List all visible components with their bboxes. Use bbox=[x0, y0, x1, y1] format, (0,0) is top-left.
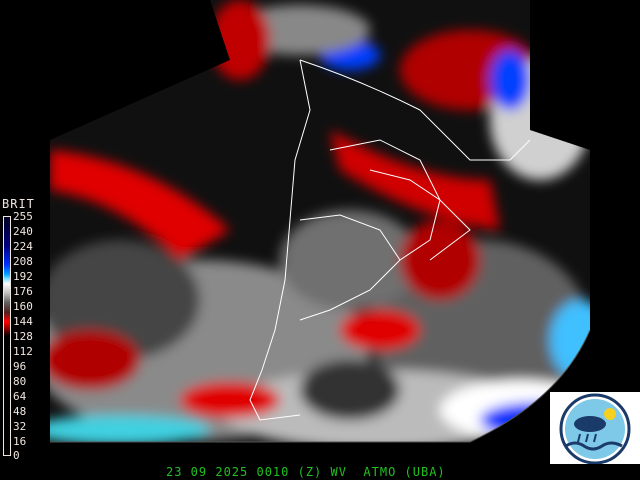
country-borders bbox=[249, 59, 531, 421]
colorbar-tick: 144 bbox=[13, 315, 33, 328]
weather-logo-icon bbox=[559, 393, 631, 465]
colorbar-tick: 176 bbox=[13, 285, 33, 298]
colorbar-tick: 128 bbox=[13, 330, 33, 343]
colorbar-tick: 255 bbox=[13, 210, 33, 223]
colorbar-title: BRIT bbox=[2, 197, 35, 211]
colorbar-tick: 0 bbox=[13, 449, 20, 462]
colorbar-tick: 32 bbox=[13, 420, 27, 433]
colorbar-tick: 96 bbox=[13, 360, 27, 373]
colorbar-tick: 160 bbox=[13, 300, 33, 313]
colorbar-tick: 240 bbox=[13, 225, 33, 238]
colorbar-tick: 112 bbox=[13, 345, 33, 358]
colorbar-tick: 16 bbox=[13, 435, 27, 448]
colorbar-tick: 192 bbox=[13, 270, 33, 283]
colorbar-tick: 48 bbox=[13, 405, 27, 418]
image-caption: 23 09 2025 0010 (Z) WV ATMO (UBA) bbox=[166, 465, 446, 479]
colorbar-tick: 80 bbox=[13, 375, 27, 388]
colorbar-tick: 208 bbox=[13, 255, 33, 268]
atmo-logo bbox=[550, 392, 640, 465]
colorbar bbox=[3, 216, 11, 456]
colorbar-tick: 64 bbox=[13, 390, 27, 403]
colorbar-tick: 224 bbox=[13, 240, 33, 253]
